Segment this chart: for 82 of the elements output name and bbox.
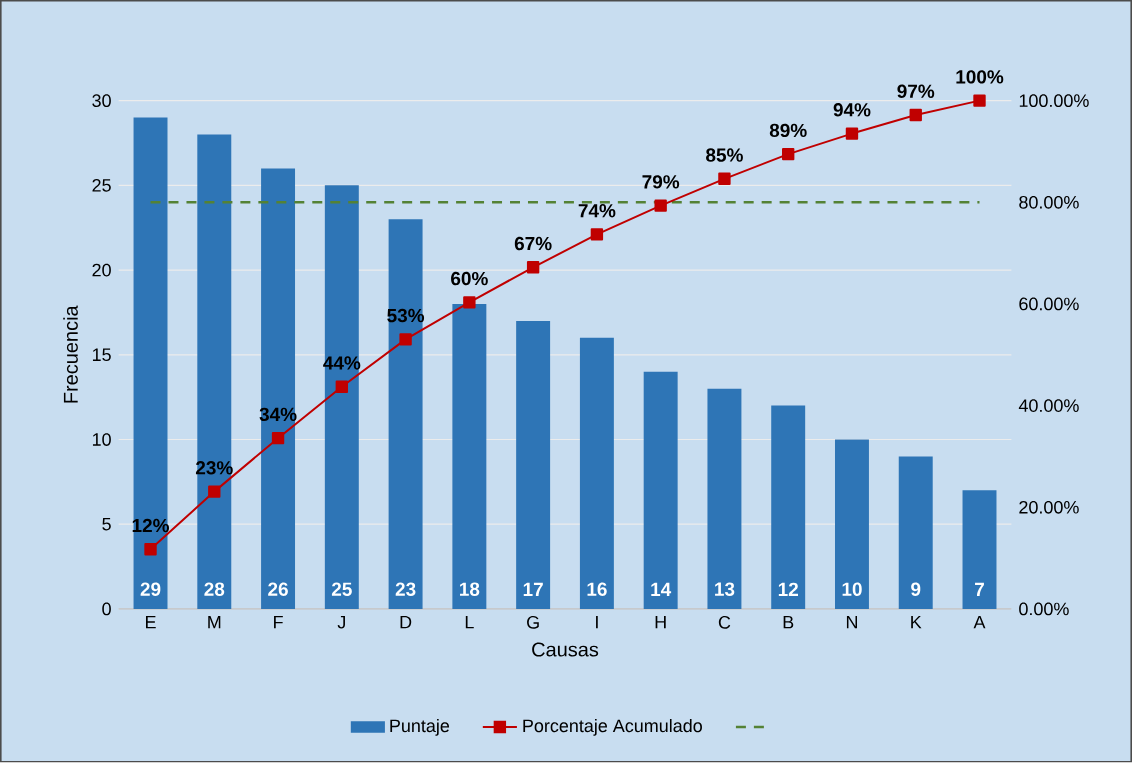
point <box>144 543 157 556</box>
data-label: 94% <box>833 103 871 117</box>
bar <box>834 439 869 610</box>
bar <box>133 117 168 610</box>
bar <box>452 304 487 610</box>
data-label: 28 <box>204 582 225 597</box>
point <box>718 172 731 186</box>
x-tick-label: A <box>973 616 986 629</box>
x-tick-label: B <box>783 616 794 629</box>
bar <box>962 490 997 610</box>
data-label: 29 <box>140 582 161 597</box>
x-tick-label: C <box>718 616 731 629</box>
point <box>782 148 795 161</box>
point <box>973 94 986 108</box>
data-label: 26 <box>268 582 288 597</box>
y-tick-label: 15 <box>92 348 111 362</box>
bar <box>707 388 742 610</box>
data-label: 79% <box>642 175 680 189</box>
data-label: 100% <box>956 70 1004 84</box>
y-tick-label: 0 <box>102 602 111 616</box>
y2-tick-label: 40.00% <box>1018 399 1079 413</box>
x-tick-label: D <box>400 616 412 629</box>
bar <box>388 219 423 610</box>
data-label: 97% <box>897 84 935 99</box>
data-label: 10 <box>842 582 862 597</box>
y2-tick-label: 100.00% <box>1019 94 1089 108</box>
x-tick-label: K <box>911 616 922 629</box>
y2-tick-label: 60.00% <box>1019 297 1079 311</box>
point <box>590 228 604 241</box>
data-label: 60% <box>451 272 488 286</box>
y-axis-title: Frecuencia <box>63 305 78 403</box>
x-tick-label: M <box>208 616 221 629</box>
y-tick-label: 5 <box>102 518 111 531</box>
x-axis-title: Causas <box>532 642 599 657</box>
data-label: 74% <box>578 204 616 218</box>
point <box>845 127 859 140</box>
point <box>909 109 922 122</box>
data-label: 18 <box>460 582 480 597</box>
y-tick-label: 25 <box>92 179 111 192</box>
data-label: 13 <box>715 582 735 597</box>
y-tick-label: 10 <box>92 433 111 447</box>
bar <box>579 338 614 610</box>
data-label: 85% <box>706 148 743 163</box>
legend-label: Porcentaje Acumulado <box>523 719 702 736</box>
data-label: 17 <box>523 583 543 597</box>
x-tick-label: H <box>655 616 666 629</box>
x-tick-label: F <box>274 616 283 629</box>
data-label: 89% <box>769 123 807 138</box>
x-tick-label: N <box>846 616 857 629</box>
y-tick-label: 30 <box>92 94 111 108</box>
data-label: 9 <box>911 582 921 597</box>
point <box>463 296 476 309</box>
x-tick-label: E <box>146 616 156 629</box>
y2-tick-label: 0.00% <box>1019 602 1069 616</box>
x-tick-label: L <box>465 616 474 629</box>
data-label: 23 <box>395 582 416 597</box>
point <box>271 432 285 445</box>
bar <box>771 405 806 610</box>
point <box>399 333 412 346</box>
bar <box>516 321 551 610</box>
point <box>526 261 540 274</box>
y2-tick-label: 80.00% <box>1019 196 1079 209</box>
data-label: 25 <box>331 582 352 597</box>
bar <box>898 456 933 610</box>
data-label: 16 <box>587 582 607 597</box>
data-label: 67% <box>514 237 552 251</box>
point <box>208 485 221 499</box>
x-tick-label: I <box>596 616 598 629</box>
bar <box>643 371 678 610</box>
data-label: 7 <box>975 583 984 597</box>
x-tick-label: J <box>337 616 345 629</box>
bar <box>324 185 359 610</box>
point <box>335 380 349 394</box>
bar <box>261 168 296 610</box>
data-label: 14 <box>651 583 672 597</box>
y-tick-label: 20 <box>92 263 111 277</box>
y2-tick-label: 20.00% <box>1019 501 1079 514</box>
legend-label: Puntaje <box>390 719 450 736</box>
bar <box>197 134 232 610</box>
data-label: 12 <box>778 582 798 597</box>
x-tick-label: G <box>527 616 539 629</box>
point <box>654 199 667 213</box>
